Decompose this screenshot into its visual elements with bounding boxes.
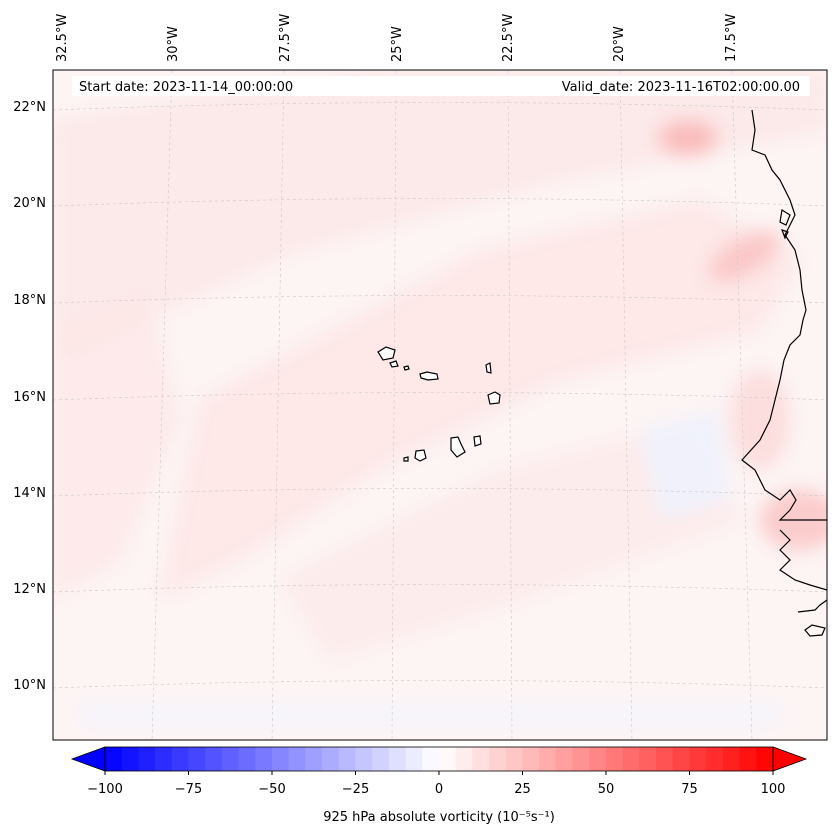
- colorbar-swatch: [522, 747, 540, 771]
- colorbar-swatch: [756, 747, 774, 771]
- lat-label: 22°N: [13, 100, 46, 115]
- colorbar-swatch: [188, 747, 206, 771]
- lat-label: 16°N: [13, 390, 46, 405]
- island: [403, 365, 410, 371]
- colorbar-ticks: [104, 771, 774, 775]
- colorbar-swatch: [422, 747, 440, 771]
- lon-label: 30°W: [166, 26, 181, 62]
- colorbar-tick-label: −50: [258, 782, 285, 797]
- map-frame: [52, 69, 828, 741]
- colorbar-swatch: [288, 747, 306, 771]
- colorbar-swatch: [238, 747, 256, 771]
- colorbar-swatch: [706, 747, 724, 771]
- colorbar-swatch: [455, 747, 473, 771]
- island: [485, 362, 492, 374]
- map-panel[interactable]: [32, 70, 837, 740]
- colorbar-swatch: [388, 747, 406, 771]
- island: [419, 371, 439, 381]
- colorbar-swatch: [572, 747, 590, 771]
- colorbar-swatch: [138, 747, 156, 771]
- cape-verde-islands: [377, 346, 501, 462]
- island: [377, 346, 396, 361]
- colorbar-swatch: [405, 747, 423, 771]
- lon-label: 22.5°W: [501, 14, 516, 62]
- vorticity-field: [53, 70, 827, 725]
- colorbar-swatch: [722, 747, 740, 771]
- colorbar-swatch: [539, 747, 557, 771]
- colorbar-swatch: [656, 747, 674, 771]
- colorbar-swatch: [372, 747, 390, 771]
- colorbar-tick-label: 25: [514, 782, 531, 797]
- date-banner: [72, 76, 810, 96]
- coastline: [741, 109, 827, 637]
- colorbar-swatch: [622, 747, 640, 771]
- island: [450, 436, 466, 458]
- colorbar-swatch: [322, 747, 340, 771]
- colorbar-swatch: [606, 747, 624, 771]
- colorbar-swatch: [355, 747, 373, 771]
- valid-date-label: Valid_date: 2023-11-16T02:00:00.00: [562, 80, 800, 95]
- lat-label: 18°N: [13, 293, 46, 308]
- colorbar-tick-label: 50: [598, 782, 615, 797]
- colorbar-swatch: [589, 747, 607, 771]
- colorbar-swatch: [305, 747, 323, 771]
- colorbar-swatch: [472, 747, 490, 771]
- colorbar-swatch: [739, 747, 757, 771]
- colorbar-swatches: [105, 747, 774, 771]
- lat-label: 14°N: [13, 486, 46, 501]
- colorbar-swatch: [255, 747, 273, 771]
- colorbar-title: 925 hPa absolute vorticity (10⁻⁵s⁻¹): [323, 810, 555, 825]
- start-date-label: Start date: 2023-11-14_00:00:00: [79, 80, 293, 95]
- colorbar-swatch: [639, 747, 657, 771]
- island: [389, 360, 399, 368]
- colorbar-swatch: [672, 747, 690, 771]
- lat-label: 10°N: [13, 678, 46, 693]
- colorbar-swatch: [439, 747, 457, 771]
- lat-label: 12°N: [13, 582, 46, 597]
- colorbar-swatch: [505, 747, 523, 771]
- colorbar-swatch: [121, 747, 139, 771]
- colorbar-tick-label: 75: [681, 782, 698, 797]
- colorbar-min-extend: [70, 746, 106, 772]
- colorbar-tick-label: 0: [435, 782, 443, 797]
- colorbar-max-extend: [772, 746, 808, 772]
- island: [414, 449, 427, 462]
- colorbar-swatch: [171, 747, 189, 771]
- island: [487, 391, 501, 405]
- colorbar-swatch: [689, 747, 707, 771]
- lon-label: 17.5°W: [724, 14, 739, 62]
- colorbar-swatch: [205, 747, 223, 771]
- island: [473, 435, 482, 447]
- lon-label: 32.5°W: [55, 14, 70, 62]
- lat-label: 20°N: [13, 196, 46, 211]
- lon-label: 25°W: [390, 26, 405, 62]
- colorbar-swatch: [105, 747, 123, 771]
- latitude-labels: 22°N 20°N 18°N 16°N 14°N 12°N 10°N: [13, 100, 46, 693]
- colorbar-tick-label: −25: [342, 782, 369, 797]
- colorbar: −100 −75 −50 −25 0 25 50 75 100 925 hPa …: [70, 746, 808, 825]
- longitude-labels: 32.5°W 30°W 27.5°W 25°W 22.5°W 20°W 17.5…: [55, 14, 739, 62]
- colorbar-tick-label: 100: [761, 782, 786, 797]
- colorbar-swatch: [221, 747, 239, 771]
- map-gridlines: [53, 70, 827, 740]
- colorbar-swatch: [555, 747, 573, 771]
- colorbar-swatch: [272, 747, 290, 771]
- colorbar-swatch: [489, 747, 507, 771]
- colorbar-tick-label: −100: [87, 782, 123, 797]
- colorbar-swatch: [155, 747, 173, 771]
- colorbar-tick-label: −75: [175, 782, 202, 797]
- island: [403, 456, 409, 462]
- colorbar-swatch: [338, 747, 356, 771]
- lon-label: 20°W: [612, 26, 627, 62]
- lon-label: 27.5°W: [278, 14, 293, 62]
